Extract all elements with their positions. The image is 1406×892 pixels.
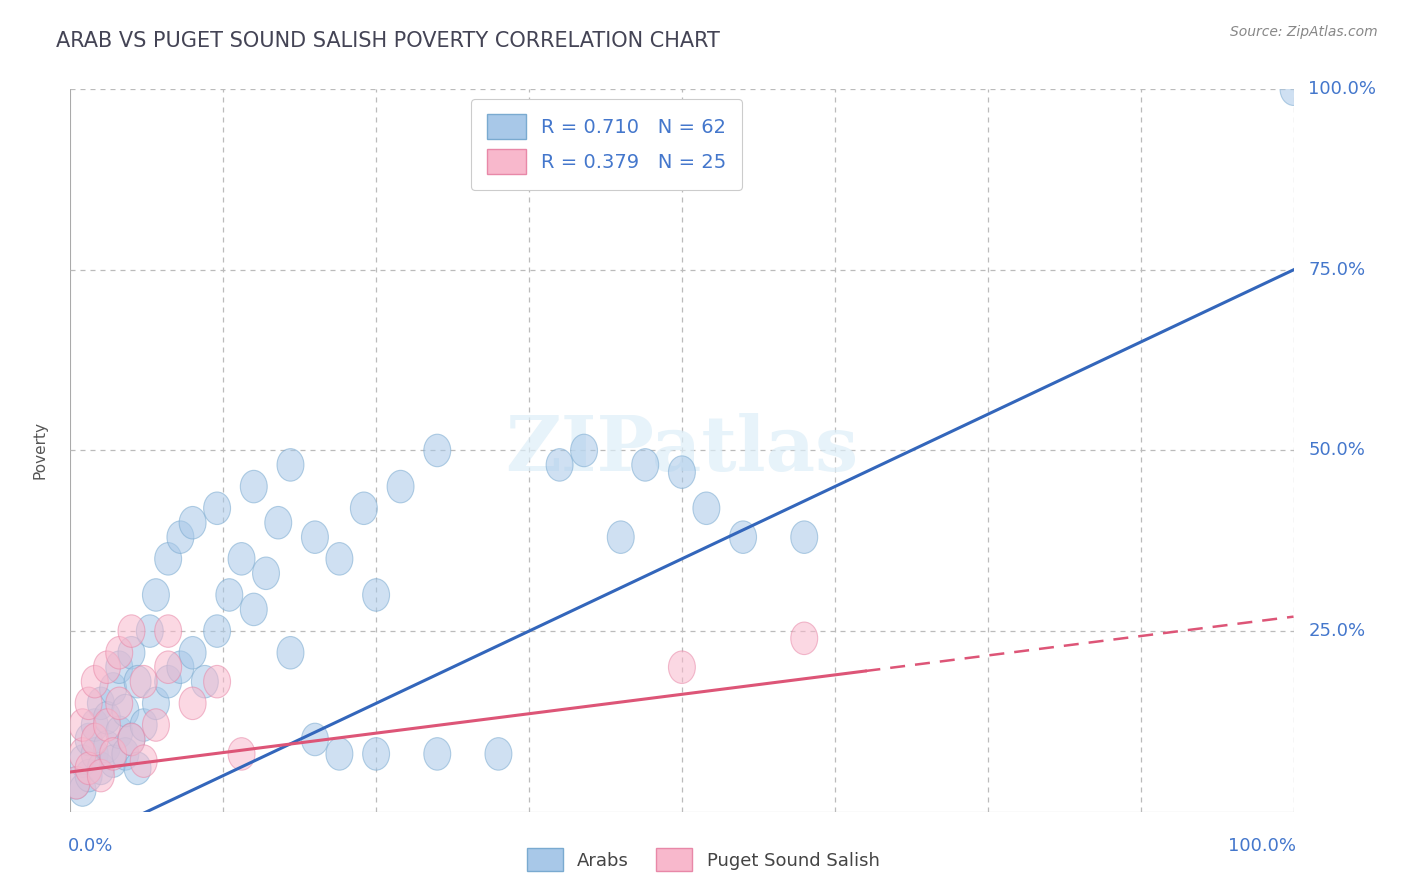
- Ellipse shape: [142, 687, 169, 720]
- Ellipse shape: [155, 542, 181, 575]
- Text: 25.0%: 25.0%: [1308, 622, 1365, 640]
- Ellipse shape: [155, 665, 181, 698]
- Ellipse shape: [100, 745, 127, 778]
- Legend: Arabs, Puget Sound Salish: Arabs, Puget Sound Salish: [519, 841, 887, 879]
- Ellipse shape: [790, 521, 818, 553]
- Ellipse shape: [326, 542, 353, 575]
- Ellipse shape: [155, 615, 181, 648]
- Ellipse shape: [363, 579, 389, 611]
- Ellipse shape: [217, 579, 243, 611]
- Ellipse shape: [118, 723, 145, 756]
- Ellipse shape: [790, 622, 818, 655]
- Ellipse shape: [668, 456, 696, 489]
- Ellipse shape: [94, 731, 121, 763]
- Ellipse shape: [112, 738, 139, 770]
- Ellipse shape: [253, 557, 280, 590]
- Ellipse shape: [301, 723, 329, 756]
- Ellipse shape: [693, 492, 720, 524]
- Ellipse shape: [82, 723, 108, 756]
- Ellipse shape: [326, 738, 353, 770]
- Ellipse shape: [730, 521, 756, 553]
- Ellipse shape: [204, 492, 231, 524]
- Ellipse shape: [82, 738, 108, 770]
- Ellipse shape: [607, 521, 634, 553]
- Ellipse shape: [112, 694, 139, 727]
- Ellipse shape: [155, 651, 181, 683]
- Ellipse shape: [363, 738, 389, 770]
- Ellipse shape: [179, 687, 207, 720]
- Ellipse shape: [423, 738, 451, 770]
- Ellipse shape: [87, 752, 114, 785]
- Text: Poverty: Poverty: [32, 421, 48, 480]
- Ellipse shape: [118, 615, 145, 648]
- Ellipse shape: [75, 759, 103, 792]
- Ellipse shape: [124, 752, 150, 785]
- Ellipse shape: [142, 709, 169, 741]
- Ellipse shape: [63, 766, 90, 799]
- Ellipse shape: [105, 651, 132, 683]
- Ellipse shape: [191, 665, 218, 698]
- Ellipse shape: [82, 665, 108, 698]
- Text: 75.0%: 75.0%: [1308, 260, 1365, 279]
- Ellipse shape: [240, 593, 267, 625]
- Ellipse shape: [100, 738, 127, 770]
- Ellipse shape: [546, 449, 574, 481]
- Ellipse shape: [228, 738, 254, 770]
- Ellipse shape: [75, 687, 103, 720]
- Ellipse shape: [204, 615, 231, 648]
- Ellipse shape: [69, 773, 96, 806]
- Ellipse shape: [228, 542, 254, 575]
- Ellipse shape: [131, 665, 157, 698]
- Ellipse shape: [69, 709, 96, 741]
- Ellipse shape: [94, 701, 121, 734]
- Ellipse shape: [142, 579, 169, 611]
- Ellipse shape: [94, 709, 121, 741]
- Ellipse shape: [423, 434, 451, 467]
- Ellipse shape: [264, 507, 291, 539]
- Ellipse shape: [1279, 73, 1308, 105]
- Ellipse shape: [167, 651, 194, 683]
- Ellipse shape: [75, 752, 103, 785]
- Text: ARAB VS PUGET SOUND SALISH POVERTY CORRELATION CHART: ARAB VS PUGET SOUND SALISH POVERTY CORRE…: [56, 31, 720, 51]
- Ellipse shape: [131, 709, 157, 741]
- Ellipse shape: [124, 665, 150, 698]
- Ellipse shape: [69, 745, 96, 778]
- Ellipse shape: [118, 723, 145, 756]
- Ellipse shape: [240, 470, 267, 503]
- Text: 100.0%: 100.0%: [1227, 837, 1296, 855]
- Ellipse shape: [485, 738, 512, 770]
- Ellipse shape: [136, 615, 163, 648]
- Ellipse shape: [131, 745, 157, 778]
- Ellipse shape: [387, 470, 413, 503]
- Ellipse shape: [350, 492, 377, 524]
- Ellipse shape: [87, 759, 114, 792]
- Ellipse shape: [668, 651, 696, 683]
- Ellipse shape: [118, 637, 145, 669]
- Text: 100.0%: 100.0%: [1308, 80, 1376, 98]
- Ellipse shape: [100, 673, 127, 706]
- Ellipse shape: [105, 687, 132, 720]
- Ellipse shape: [69, 738, 96, 770]
- Text: Source: ZipAtlas.com: Source: ZipAtlas.com: [1230, 25, 1378, 39]
- Ellipse shape: [75, 723, 103, 756]
- Ellipse shape: [87, 687, 114, 720]
- Text: 0.0%: 0.0%: [67, 837, 114, 855]
- Text: 50.0%: 50.0%: [1308, 442, 1365, 459]
- Ellipse shape: [179, 637, 207, 669]
- Ellipse shape: [301, 521, 329, 553]
- Ellipse shape: [571, 434, 598, 467]
- Ellipse shape: [277, 637, 304, 669]
- Text: ZIPatlas: ZIPatlas: [505, 414, 859, 487]
- Ellipse shape: [631, 449, 658, 481]
- Ellipse shape: [63, 766, 90, 799]
- Ellipse shape: [167, 521, 194, 553]
- Ellipse shape: [82, 709, 108, 741]
- Ellipse shape: [204, 665, 231, 698]
- Ellipse shape: [105, 716, 132, 748]
- Ellipse shape: [179, 507, 207, 539]
- Legend: R = 0.710   N = 62, R = 0.379   N = 25: R = 0.710 N = 62, R = 0.379 N = 25: [471, 99, 742, 190]
- Ellipse shape: [277, 449, 304, 481]
- Ellipse shape: [105, 637, 132, 669]
- Ellipse shape: [94, 651, 121, 683]
